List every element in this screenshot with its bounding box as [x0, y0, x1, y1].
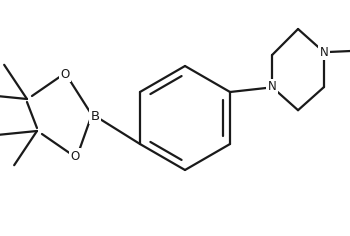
Text: O: O [60, 67, 70, 80]
Text: N: N [320, 46, 328, 59]
Text: O: O [70, 149, 79, 163]
Text: N: N [268, 80, 276, 93]
Text: B: B [90, 110, 99, 122]
